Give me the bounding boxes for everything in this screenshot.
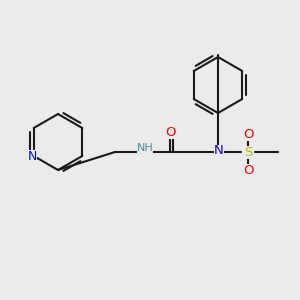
Text: O: O: [243, 128, 253, 140]
Text: O: O: [165, 125, 175, 139]
Text: N: N: [214, 145, 224, 158]
Text: O: O: [243, 164, 253, 176]
Text: N: N: [28, 149, 38, 163]
Text: NH: NH: [136, 143, 153, 153]
Text: S: S: [244, 146, 252, 158]
